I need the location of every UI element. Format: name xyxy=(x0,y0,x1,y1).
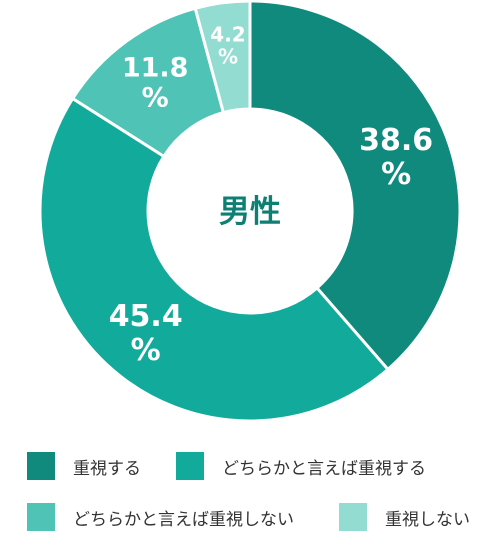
slices-group xyxy=(38,0,462,423)
slice-unit-label-4: % xyxy=(218,44,238,68)
slice-value-label-1: 38.6 xyxy=(359,123,433,158)
slice-unit-label-3: % xyxy=(142,83,169,114)
slice-labels-group: 38.6%45.4%11.8%4.2% xyxy=(109,22,433,367)
slice-value-label-3: 11.8 xyxy=(122,53,189,84)
slice-unit-label-2: % xyxy=(131,333,161,368)
center-label: 男性 xyxy=(219,194,281,230)
slice-unit-label-1: % xyxy=(381,157,411,192)
slice-value-label-2: 45.4 xyxy=(109,299,183,334)
donut-hole xyxy=(148,109,352,313)
slice-value-label-4: 4.2 xyxy=(210,22,245,46)
